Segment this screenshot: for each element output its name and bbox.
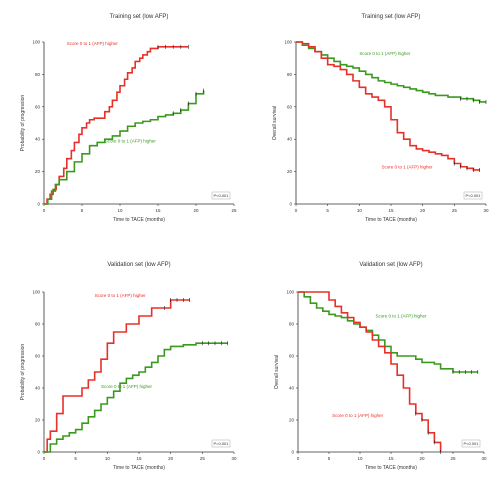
- y-tick-label: 80: [35, 72, 41, 77]
- x-tick-label: 30: [231, 456, 237, 461]
- series-line-red: [44, 299, 190, 453]
- y-tick-label: 60: [35, 104, 41, 109]
- series-label-red: Score 0 to 1 (AFP) higher: [95, 293, 147, 298]
- x-tick-label: 0: [43, 456, 46, 461]
- x-tick-label: 20: [420, 208, 426, 213]
- series-line-green: [296, 41, 486, 103]
- y-tick-label: 0: [289, 202, 292, 207]
- chart-panel-1: Training set (low AFP) 0 5 10 15 20 25 0 20 40 60 8…: [20, 14, 237, 223]
- x-axis-label: Time to TACE (months): [113, 465, 165, 471]
- y-tick-label: 20: [35, 418, 41, 423]
- chart-title: Validation set (low AFP): [107, 262, 170, 268]
- y-tick-label: 40: [35, 386, 41, 391]
- series-label-green: Score 0 to 1 (AFP) higher: [101, 384, 153, 389]
- x-tick-label: 30: [481, 456, 487, 461]
- x-tick-label: 25: [450, 456, 456, 461]
- x-tick-label: 15: [388, 456, 394, 461]
- x-tick-label: 0: [295, 208, 298, 213]
- series-label-red: Score 0 to 1 (AFP) higher: [332, 413, 384, 418]
- y-tick-label: 40: [287, 137, 293, 142]
- chart-title: Training set (low AFP): [110, 14, 169, 20]
- x-tick-label: 10: [105, 456, 111, 461]
- y-tick-label: 20: [287, 169, 293, 174]
- x-tick-label: 20: [193, 208, 199, 213]
- series-label-red: Score 0 to 1 (AFP) higher: [382, 164, 434, 169]
- y-tick-label: 0: [37, 450, 40, 455]
- chart-panel-3: Validation set (low AFP) 0 5 10 15 20 25 30 0 20 4…: [20, 262, 237, 471]
- x-tick-label: 10: [357, 208, 363, 213]
- pvalue-box: [211, 439, 231, 448]
- x-tick-label: 20: [168, 456, 174, 461]
- x-axis-label: Time to TACE (months): [113, 217, 165, 223]
- x-axis-label: Time to TACE (months): [365, 465, 417, 471]
- y-tick-label: 80: [35, 322, 41, 327]
- pvalue-label: P<0.001: [463, 441, 479, 446]
- y-tick-label: 100: [284, 40, 292, 45]
- x-tick-label: 10: [117, 208, 123, 213]
- y-axis-label: Overall survival: [274, 355, 280, 389]
- y-tick-label: 100: [32, 40, 40, 45]
- chart-panel-4: Validation set (low AFP) 0 5 10 15 20 25 30 0 20 4…: [274, 262, 487, 471]
- y-tick-label: 60: [35, 354, 41, 359]
- x-tick-label: 5: [326, 208, 329, 213]
- x-tick-label: 5: [74, 456, 77, 461]
- x-tick-label: 30: [483, 208, 489, 213]
- series-line-green: [44, 342, 228, 453]
- y-tick-label: 80: [287, 72, 293, 77]
- x-axis-label: Time to TACE (months): [365, 217, 417, 223]
- pvalue-label: P<0.001: [465, 193, 481, 198]
- y-tick-label: 100: [286, 290, 294, 295]
- pvalue-label: P<0.001: [213, 193, 229, 198]
- x-tick-label: 15: [155, 208, 161, 213]
- series-label-red: Score 0 to 1 (AFP) higher: [67, 41, 119, 46]
- x-tick-label: 10: [357, 456, 363, 461]
- series-label-green: Score 0 to 1 (AFP) higher: [105, 138, 157, 143]
- y-tick-label: 80: [289, 322, 295, 327]
- pvalue-box: [211, 191, 231, 200]
- x-tick-label: 0: [297, 456, 300, 461]
- x-tick-label: 5: [81, 208, 84, 213]
- y-tick-label: 40: [35, 137, 41, 142]
- pvalue-box: [463, 191, 483, 200]
- x-tick-label: 20: [419, 456, 425, 461]
- pvalue-label: P=0.001: [213, 441, 229, 446]
- series-label-green: Score 0 to 1 (AFP) higher: [376, 314, 428, 319]
- series-line-red: [296, 41, 480, 171]
- y-tick-label: 0: [37, 202, 40, 207]
- x-tick-label: 15: [136, 456, 142, 461]
- y-tick-label: 20: [35, 169, 41, 174]
- x-tick-label: 25: [231, 208, 237, 213]
- y-tick-label: 20: [289, 418, 295, 423]
- series-line-red: [44, 46, 189, 205]
- chart-title: Validation set (low AFP): [359, 262, 422, 268]
- y-axis-label: Probability of progression: [20, 95, 26, 152]
- series-label-green: Score 0 to 1 (AFP) higher: [359, 51, 411, 56]
- y-axis-label: Probability of progression: [20, 344, 26, 401]
- x-tick-label: 25: [452, 208, 458, 213]
- y-axis-label: Overall survival: [272, 106, 278, 140]
- y-tick-label: 100: [32, 290, 40, 295]
- pvalue-box: [461, 439, 481, 448]
- x-tick-label: 0: [43, 208, 46, 213]
- x-tick-label: 5: [328, 456, 331, 461]
- x-tick-label: 15: [388, 208, 394, 213]
- y-tick-label: 40: [289, 386, 295, 391]
- chart-title: Training set (low AFP): [362, 14, 421, 20]
- series-line-green: [298, 291, 478, 373]
- y-tick-label: 0: [291, 450, 294, 455]
- y-tick-label: 60: [289, 354, 295, 359]
- x-tick-label: 25: [200, 456, 206, 461]
- series-line-red: [298, 291, 442, 452]
- chart-panel-2: Training set (low AFP) 0 5 10 15 20 25 30 0 20 40 6…: [272, 14, 489, 223]
- y-tick-label: 60: [287, 104, 293, 109]
- series-line-green: [44, 90, 205, 205]
